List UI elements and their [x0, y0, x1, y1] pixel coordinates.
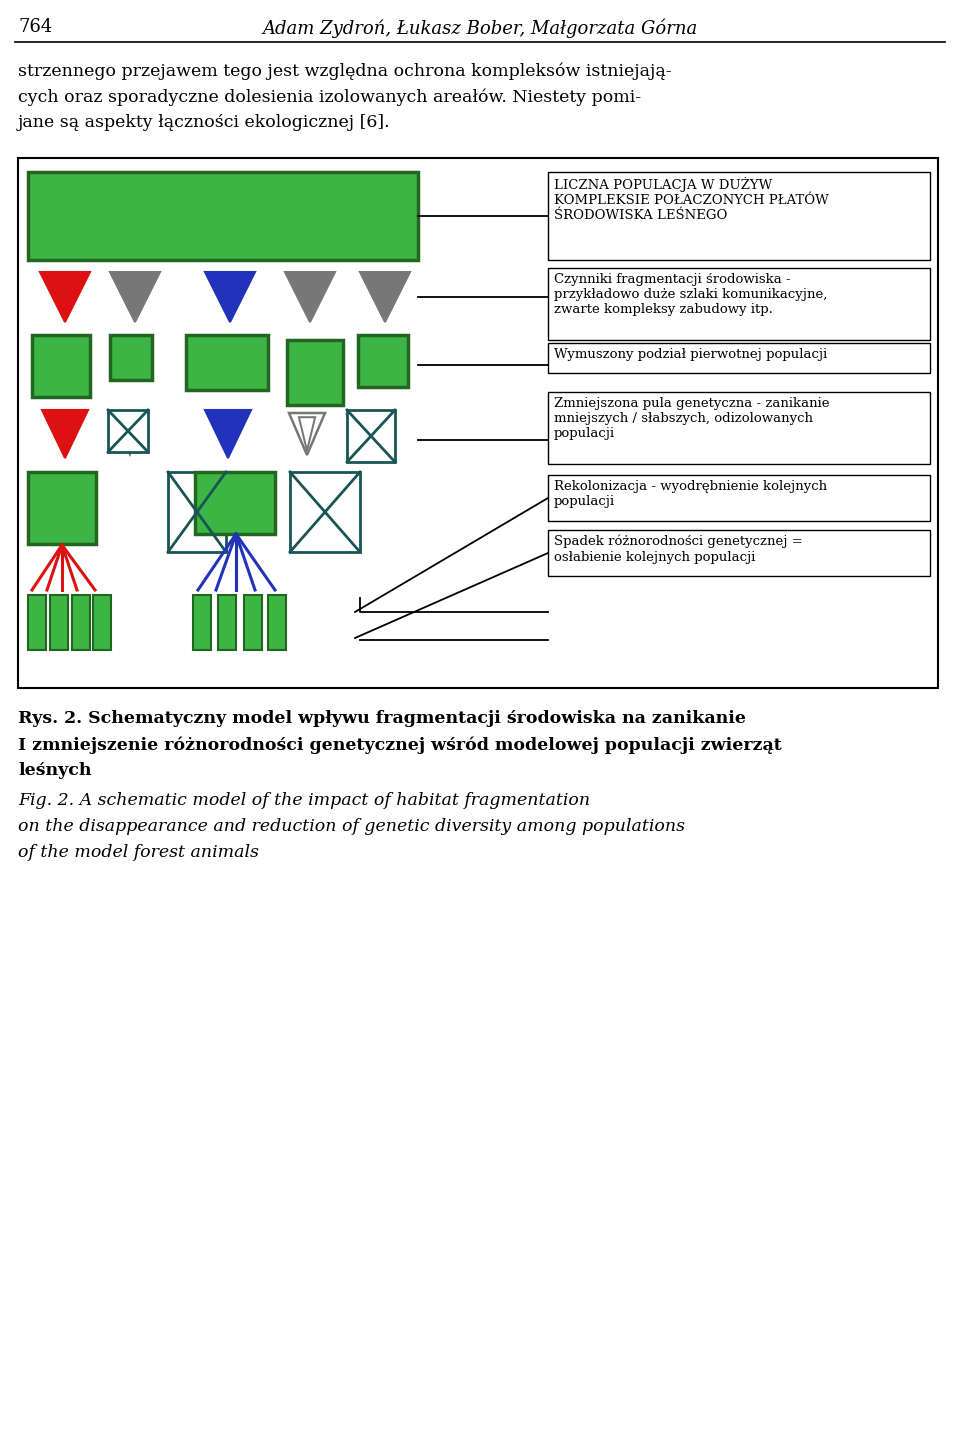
- Text: of the model forest animals: of the model forest animals: [18, 844, 259, 861]
- Text: Czynniki fragmentacji środowiska -
przykładowo duże szlaki komunikacyjne,
zwarte: Czynniki fragmentacji środowiska - przyk…: [554, 273, 828, 316]
- Bar: [548, 343, 930, 373]
- Bar: [72, 596, 90, 650]
- Polygon shape: [40, 273, 90, 321]
- Polygon shape: [347, 415, 377, 453]
- Text: 764: 764: [18, 19, 52, 36]
- Bar: [186, 334, 268, 390]
- Bar: [244, 596, 262, 650]
- Bar: [548, 530, 930, 575]
- Bar: [168, 472, 226, 552]
- Bar: [18, 158, 938, 687]
- Bar: [50, 596, 68, 650]
- Polygon shape: [205, 273, 255, 321]
- Bar: [218, 596, 236, 650]
- Bar: [548, 268, 930, 340]
- Polygon shape: [110, 273, 160, 321]
- Text: Spadek różnorodności genetycznej =
osłabienie kolejnych populacji: Spadek różnorodności genetycznej = osłab…: [554, 535, 803, 564]
- Bar: [290, 472, 360, 552]
- Text: Rys. 2. Schematyczny model wpływu fragmentacji środowiska na zanikanie: Rys. 2. Schematyczny model wpływu fragme…: [18, 710, 746, 728]
- Bar: [110, 334, 152, 380]
- Text: Adam Zydroń, Łukasz Bober, Małgorzata Górna: Adam Zydroń, Łukasz Bober, Małgorzata Gó…: [262, 19, 698, 37]
- Text: jane są aspekty łączności ekologicznej [6].: jane są aspekty łączności ekologicznej […: [18, 113, 391, 131]
- Polygon shape: [360, 273, 410, 321]
- Bar: [28, 472, 96, 544]
- Text: strzennego przejawem tego jest względna ochrona kompleksów istniejają-: strzennego przejawem tego jest względna …: [18, 62, 672, 79]
- Bar: [28, 596, 46, 650]
- Polygon shape: [285, 273, 335, 321]
- Text: on the disappearance and reduction of genetic diversity among populations: on the disappearance and reduction of ge…: [18, 818, 685, 835]
- Bar: [548, 475, 930, 521]
- Bar: [93, 596, 111, 650]
- Bar: [268, 596, 286, 650]
- Bar: [193, 596, 211, 650]
- Polygon shape: [112, 415, 148, 453]
- Bar: [287, 340, 343, 405]
- Polygon shape: [205, 410, 251, 458]
- Text: Fig. 2. A schematic model of the impact of habitat fragmentation: Fig. 2. A schematic model of the impact …: [18, 792, 590, 809]
- Bar: [347, 410, 395, 462]
- Polygon shape: [42, 410, 88, 458]
- Bar: [28, 172, 418, 260]
- Polygon shape: [289, 413, 325, 455]
- Bar: [548, 392, 930, 464]
- Bar: [358, 334, 408, 387]
- Text: leśnych: leśnych: [18, 762, 91, 779]
- Bar: [32, 334, 90, 397]
- Bar: [548, 172, 930, 260]
- Bar: [195, 472, 275, 534]
- Bar: [108, 410, 148, 452]
- Text: Zmniejszona pula genetyczna - zanikanie
mniejszych / słabszych, odizolowanych
po: Zmniejszona pula genetyczna - zanikanie …: [554, 397, 829, 441]
- Text: cych oraz sporadyczne dolesienia izolowanych areałów. Niestety pomi-: cych oraz sporadyczne dolesienia izolowa…: [18, 88, 641, 106]
- Text: Rekolonizacja - wyodrębnienie kolejnych
populacji: Rekolonizacja - wyodrębnienie kolejnych …: [554, 479, 828, 508]
- Text: LICZNA POPULACJA W DUŻYW
KOMPLEKSIE POŁACZONYCH PŁATÓW
ŚRODOWISKA LEŚNEGO: LICZNA POPULACJA W DUŻYW KOMPLEKSIE POŁA…: [554, 177, 828, 222]
- Text: Wymuszony podział pierwotnej populacji: Wymuszony podział pierwotnej populacji: [554, 349, 828, 362]
- Text: I zmniejszenie różnorodności genetycznej wśród modelowej populacji zwierząt: I zmniejszenie różnorodności genetycznej…: [18, 736, 781, 753]
